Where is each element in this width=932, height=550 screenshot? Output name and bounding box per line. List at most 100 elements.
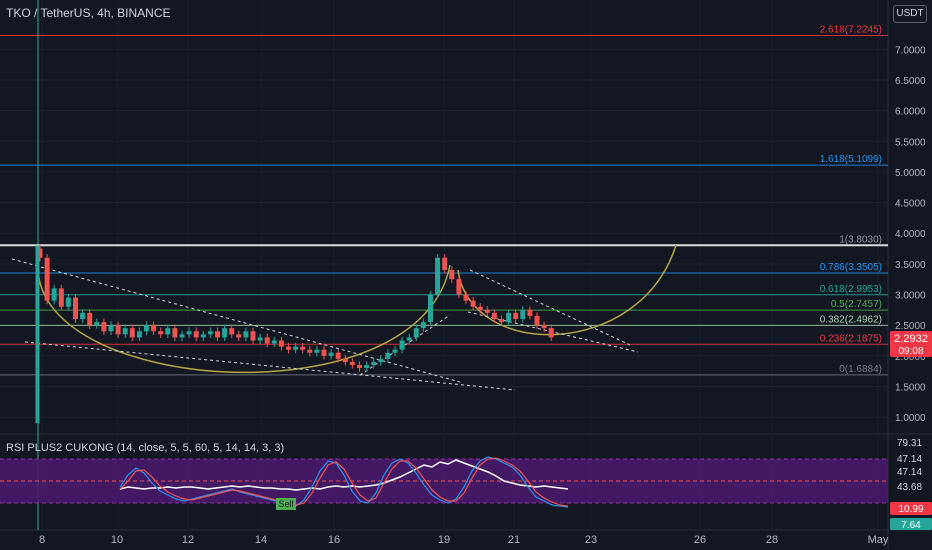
price-tick-label: 5.5000: [895, 137, 926, 148]
candle-body: [413, 328, 419, 338]
rsi-tick-label: 47.14: [897, 467, 922, 478]
rsi-tick-label: 47.14: [897, 454, 922, 465]
price-tick-label: 7.0000: [895, 45, 926, 56]
trend-line: [359, 314, 451, 376]
rsi-panel: Sell: [0, 456, 888, 510]
candle-body: [442, 257, 448, 270]
fib-label: 0(1.6884): [839, 364, 882, 375]
candle-body: [491, 312, 497, 320]
time-tick-label: 8: [39, 534, 45, 546]
candle-body: [80, 312, 86, 320]
candle-body: [229, 328, 235, 335]
fib-label: 0.786(3.3505): [820, 262, 882, 273]
candle-body: [158, 331, 164, 335]
candle-body: [527, 309, 533, 316]
candle-body: [58, 288, 64, 307]
fib-label: 1(3.8030): [839, 234, 882, 245]
time-axis[interactable]: 8 10 12 14 16 19 21 23 26 28 May: [39, 534, 889, 546]
candle-body: [65, 297, 71, 307]
candle-body: [484, 309, 490, 313]
candle-body: [172, 328, 178, 338]
candle-body: [385, 352, 391, 359]
candle-body: [371, 361, 377, 365]
candle-body: [101, 322, 107, 332]
candle-body: [73, 297, 78, 320]
time-tick-label: 21: [508, 534, 520, 546]
time-tick-label: 28: [766, 534, 778, 546]
candle-body: [428, 294, 433, 323]
rsi-teal-badge: [890, 518, 932, 530]
candle-body: [513, 312, 519, 320]
candle-body: [349, 361, 355, 365]
candle-body: [293, 346, 299, 350]
candles: [35, 244, 554, 424]
candle-body: [548, 328, 554, 338]
candle-body: [477, 306, 483, 310]
candle-body: [335, 352, 341, 359]
candle-body: [520, 309, 526, 320]
price-axis[interactable]: 7.0000 6.5000 6.0000 5.5000 5.0000 4.5000 4.00…: [895, 45, 926, 493]
candle-body: [357, 364, 362, 369]
candle-body: [286, 346, 291, 350]
candle-body: [470, 300, 476, 307]
price-tick-label: 3.5000: [895, 260, 926, 271]
currency-badge[interactable]: USDT: [893, 5, 927, 23]
candle-body: [420, 322, 426, 329]
candle-body: [35, 245, 40, 424]
time-tick-label: 16: [328, 534, 340, 546]
time-tick-label: May: [868, 534, 889, 546]
rsi-tick-label: 79.31: [897, 438, 922, 449]
fib-label: 0.618(2.9953): [820, 284, 882, 295]
indicator-title: RSI PLUS2 CUKONG (14, close, 5, 5, 60, 5…: [6, 442, 285, 454]
candle-body: [193, 331, 199, 338]
price-tick-label: 3.0000: [895, 291, 926, 302]
price-tick-label: 4.0000: [895, 229, 926, 240]
fib-label: 0.5(2.7457): [831, 299, 882, 310]
fib-label: 0.382(2.4962): [820, 314, 882, 325]
trend-line: [467, 311, 639, 353]
candle-body: [449, 269, 455, 280]
candle-body: [534, 315, 540, 326]
candle-body: [364, 364, 370, 369]
candle-body: [243, 331, 249, 338]
candle-body: [321, 349, 327, 356]
time-tick-label: 12: [182, 534, 194, 546]
fib-levels: 2.618(7.2245) 1.618(5.1099) 1(3.8030) 0.786…: [0, 25, 888, 376]
candle-body: [144, 325, 149, 332]
candle-body: [122, 328, 128, 335]
candle-body: [207, 331, 213, 335]
price-tick-label: 1.5000: [895, 382, 926, 393]
candle-body: [236, 334, 242, 338]
candle-body: [328, 352, 334, 356]
time-tick-label: 23: [585, 534, 597, 546]
price-tick-label: 1.0000: [895, 413, 926, 424]
fib-label: 2.618(7.2245): [820, 25, 882, 36]
time-tick-label: 26: [694, 534, 706, 546]
candle-body: [165, 328, 171, 335]
trend-line: [24, 341, 516, 391]
candle-body: [250, 331, 256, 341]
chart-title: TKO / TetherUS, 4h, BINANCE: [6, 6, 171, 20]
cup-curve: [37, 264, 451, 374]
candle-body: [200, 334, 206, 338]
candle-body: [278, 340, 284, 347]
candle-body: [129, 328, 135, 338]
price-tick-label: 2.0000: [895, 352, 926, 363]
rsi-red-line: [119, 457, 569, 507]
candle-body: [115, 325, 121, 335]
candle-body: [44, 257, 50, 301]
candle-body: [399, 340, 405, 350]
price-tick-label: 6.5000: [895, 76, 926, 87]
candle-body: [342, 358, 348, 362]
sell-marker-label: Sell: [278, 499, 293, 509]
fib-label: 1.618(5.1099): [820, 154, 882, 165]
candle-body: [257, 337, 263, 341]
candle-body: [94, 322, 100, 326]
rsi-tick-label: 43.68: [897, 482, 922, 493]
candle-body: [506, 312, 512, 323]
price-tick-label: 5.0000: [895, 168, 926, 179]
price-tick-label: 2.5000: [895, 321, 926, 332]
